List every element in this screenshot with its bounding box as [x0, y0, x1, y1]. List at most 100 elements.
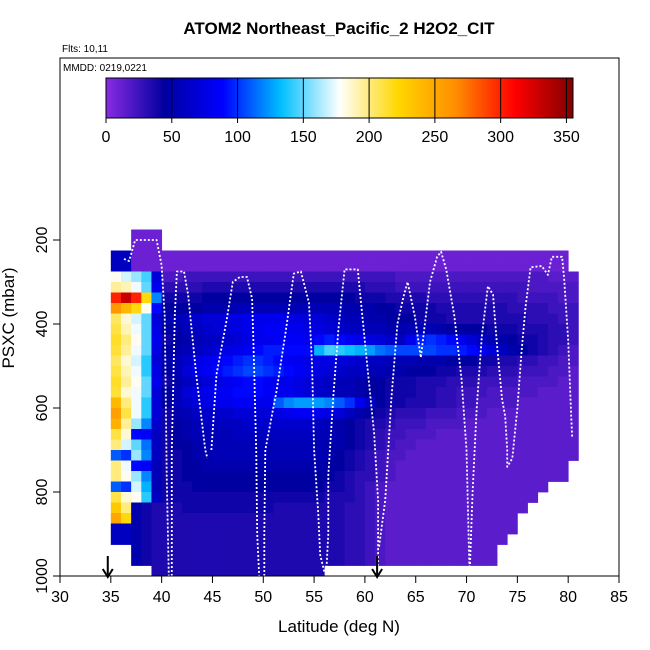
heatmap-cell: [151, 303, 163, 314]
heatmap-cell: [273, 376, 284, 388]
heatmap-cell: [171, 534, 183, 545]
heatmap-cell: [558, 303, 569, 314]
heatmap-cell: [405, 439, 417, 451]
heatmap-cell: [405, 450, 417, 461]
heatmap-cell: [283, 439, 295, 451]
heatmap-cell: [181, 523, 193, 535]
heatmap-cell: [344, 408, 356, 419]
heatmap-cell: [131, 376, 142, 388]
heatmap-cell: [385, 544, 396, 556]
heatmap-cell: [273, 534, 284, 545]
x-tick-label: 70: [458, 589, 476, 606]
heatmap-cell: [212, 429, 224, 440]
heatmap-cell: [547, 303, 559, 314]
heatmap-cell: [568, 345, 579, 356]
heatmap-cell: [375, 544, 386, 556]
heatmap-cell: [385, 450, 396, 461]
heatmap-cell: [486, 481, 498, 493]
heatmap-cell: [283, 502, 295, 514]
heatmap-cell: [141, 450, 152, 461]
heatmap-cell: [171, 397, 183, 409]
heatmap-cell: [466, 450, 478, 461]
heatmap-cell: [354, 271, 366, 283]
heatmap-cell: [497, 408, 508, 419]
heatmap-cell: [293, 513, 305, 524]
heatmap-cell: [151, 355, 163, 367]
heatmap-cell: [192, 366, 203, 377]
heatmap-cell: [344, 355, 356, 367]
heatmap-cell: [131, 324, 142, 335]
heatmap-cell: [314, 429, 325, 440]
heatmap-cell: [507, 324, 518, 335]
heatmap-cell: [273, 397, 284, 409]
heatmap-cell: [547, 460, 559, 472]
heatmap-cell: [334, 408, 345, 419]
x-tick-label: 40: [153, 589, 171, 606]
heatmap-cell: [314, 387, 325, 398]
heatmap-cell: [456, 418, 467, 430]
heatmap-cell: [558, 376, 569, 388]
heatmap-cell: [303, 471, 315, 482]
heatmap-cell: [110, 502, 122, 514]
heatmap-cell: [161, 261, 173, 272]
heatmap-cell: [141, 303, 152, 314]
heatmap-cell: [151, 408, 163, 419]
heatmap-cell: [242, 387, 254, 398]
heatmap-cell: [507, 397, 518, 409]
heatmap-cell: [517, 460, 528, 472]
heatmap-cell: [120, 408, 132, 419]
heatmap-cell: [364, 282, 376, 293]
heatmap-cell: [395, 439, 406, 451]
heatmap-cell: [141, 292, 152, 304]
heatmap-cell: [436, 471, 447, 482]
heatmap-cell: [192, 292, 203, 304]
heatmap-cell: [151, 429, 163, 440]
heatmap-cell: [425, 471, 437, 482]
heatmap-cell: [120, 450, 132, 461]
heatmap-cell: [364, 250, 376, 262]
heatmap-cell: [283, 471, 295, 482]
heatmap-cell: [181, 261, 193, 272]
heatmap-cell: [131, 544, 142, 556]
heatmap-cell: [354, 334, 366, 346]
heatmap-cell: [354, 366, 366, 377]
heatmap-cell: [425, 345, 437, 356]
heatmap-cell: [456, 250, 467, 262]
heatmap-cell: [507, 481, 518, 493]
heatmap-cell: [222, 261, 234, 272]
heatmap-cell: [476, 418, 488, 430]
heatmap-cell: [364, 408, 376, 419]
heatmap-cell: [446, 250, 457, 262]
heatmap-cell: [110, 334, 122, 346]
heatmap-cell: [537, 345, 549, 356]
heatmap-cell: [171, 481, 183, 493]
heatmap-cell: [120, 513, 132, 524]
heatmap-cell: [476, 555, 488, 566]
heatmap-cell: [324, 492, 335, 503]
heatmap-cell: [375, 366, 386, 377]
heatmap-cell: [395, 492, 406, 503]
heatmap-cell: [517, 303, 528, 314]
heatmap-cell: [568, 292, 579, 304]
heatmap-cell: [222, 429, 234, 440]
heatmap-cell: [334, 450, 345, 461]
heatmap-cell: [161, 513, 173, 524]
heatmap-cell: [212, 334, 224, 346]
heatmap-cell: [171, 345, 183, 356]
heatmap-cell: [364, 366, 376, 377]
heatmap-cell: [141, 513, 152, 524]
heatmap-cell: [497, 523, 508, 535]
heatmap-cell: [517, 450, 528, 461]
heatmap-cell: [385, 555, 396, 566]
heatmap-cell: [364, 502, 376, 514]
heatmap-cell: [141, 408, 152, 419]
heatmap-cell: [222, 565, 234, 576]
heatmap-cell: [375, 261, 386, 272]
heatmap-cell: [131, 481, 142, 493]
heatmap-cell: [507, 292, 518, 304]
heatmap-cell: [425, 324, 437, 335]
heatmap-cell: [425, 376, 437, 388]
heatmap-cell: [476, 261, 488, 272]
heatmap-cell: [314, 492, 325, 503]
heatmap-cell: [161, 355, 173, 367]
